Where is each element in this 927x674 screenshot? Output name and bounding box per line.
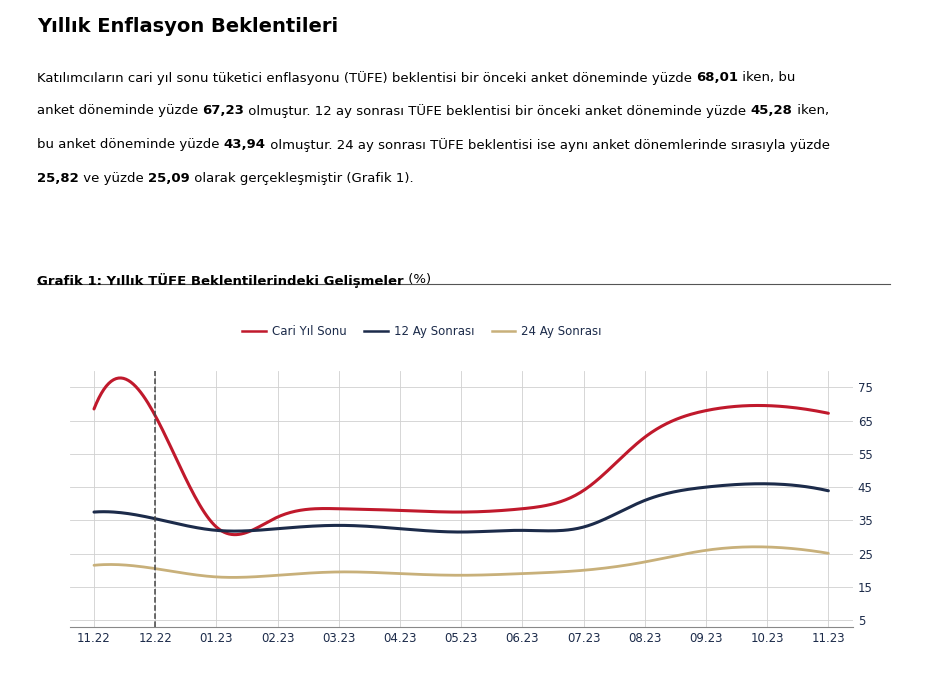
Text: olmuştur. 24 ay sonrası TÜFE beklentisi ise aynı anket dönemlerinde sırasıyla yü: olmuştur. 24 ay sonrası TÜFE beklentisi … — [266, 138, 830, 152]
Text: iken, bu: iken, bu — [738, 71, 795, 84]
Text: olarak gerçekleşmiştir (Grafik 1).: olarak gerçekleşmiştir (Grafik 1). — [190, 172, 413, 185]
Text: 25,09: 25,09 — [147, 172, 190, 185]
Text: ve yüzde: ve yüzde — [79, 172, 147, 185]
Text: Yıllık Enflasyon Beklentileri: Yıllık Enflasyon Beklentileri — [37, 17, 338, 36]
Text: 43,94: 43,94 — [223, 138, 266, 151]
Text: anket döneminde yüzde: anket döneminde yüzde — [37, 104, 203, 117]
Text: 67,23: 67,23 — [203, 104, 245, 117]
Legend: Cari Yıl Sonu, 12 Ay Sonrası, 24 Ay Sonrası: Cari Yıl Sonu, 12 Ay Sonrası, 24 Ay Sonr… — [237, 320, 606, 342]
Text: Grafik 1: Yıllık TÜFE Beklentilerindeki Gelişmeler: Grafik 1: Yıllık TÜFE Beklentilerindeki … — [37, 273, 403, 288]
Text: Katılımcıların cari yıl sonu tüketici enflasyonu (TÜFE) beklentisi bir önceki an: Katılımcıların cari yıl sonu tüketici en… — [37, 71, 696, 85]
Text: (%): (%) — [403, 273, 431, 286]
Text: 45,28: 45,28 — [751, 104, 793, 117]
Text: olmuştur. 12 ay sonrası TÜFE beklentisi bir önceki anket döneminde yüzde: olmuştur. 12 ay sonrası TÜFE beklentisi … — [245, 104, 751, 119]
Text: 25,82: 25,82 — [37, 172, 79, 185]
Text: bu anket döneminde yüzde: bu anket döneminde yüzde — [37, 138, 223, 151]
Text: iken,: iken, — [793, 104, 829, 117]
Text: Grafik 1: Yıllık TÜFE Beklentilerindeki Gelişmeler: Grafik 1: Yıllık TÜFE Beklentilerindeki … — [37, 273, 403, 288]
Text: 68,01: 68,01 — [696, 71, 738, 84]
